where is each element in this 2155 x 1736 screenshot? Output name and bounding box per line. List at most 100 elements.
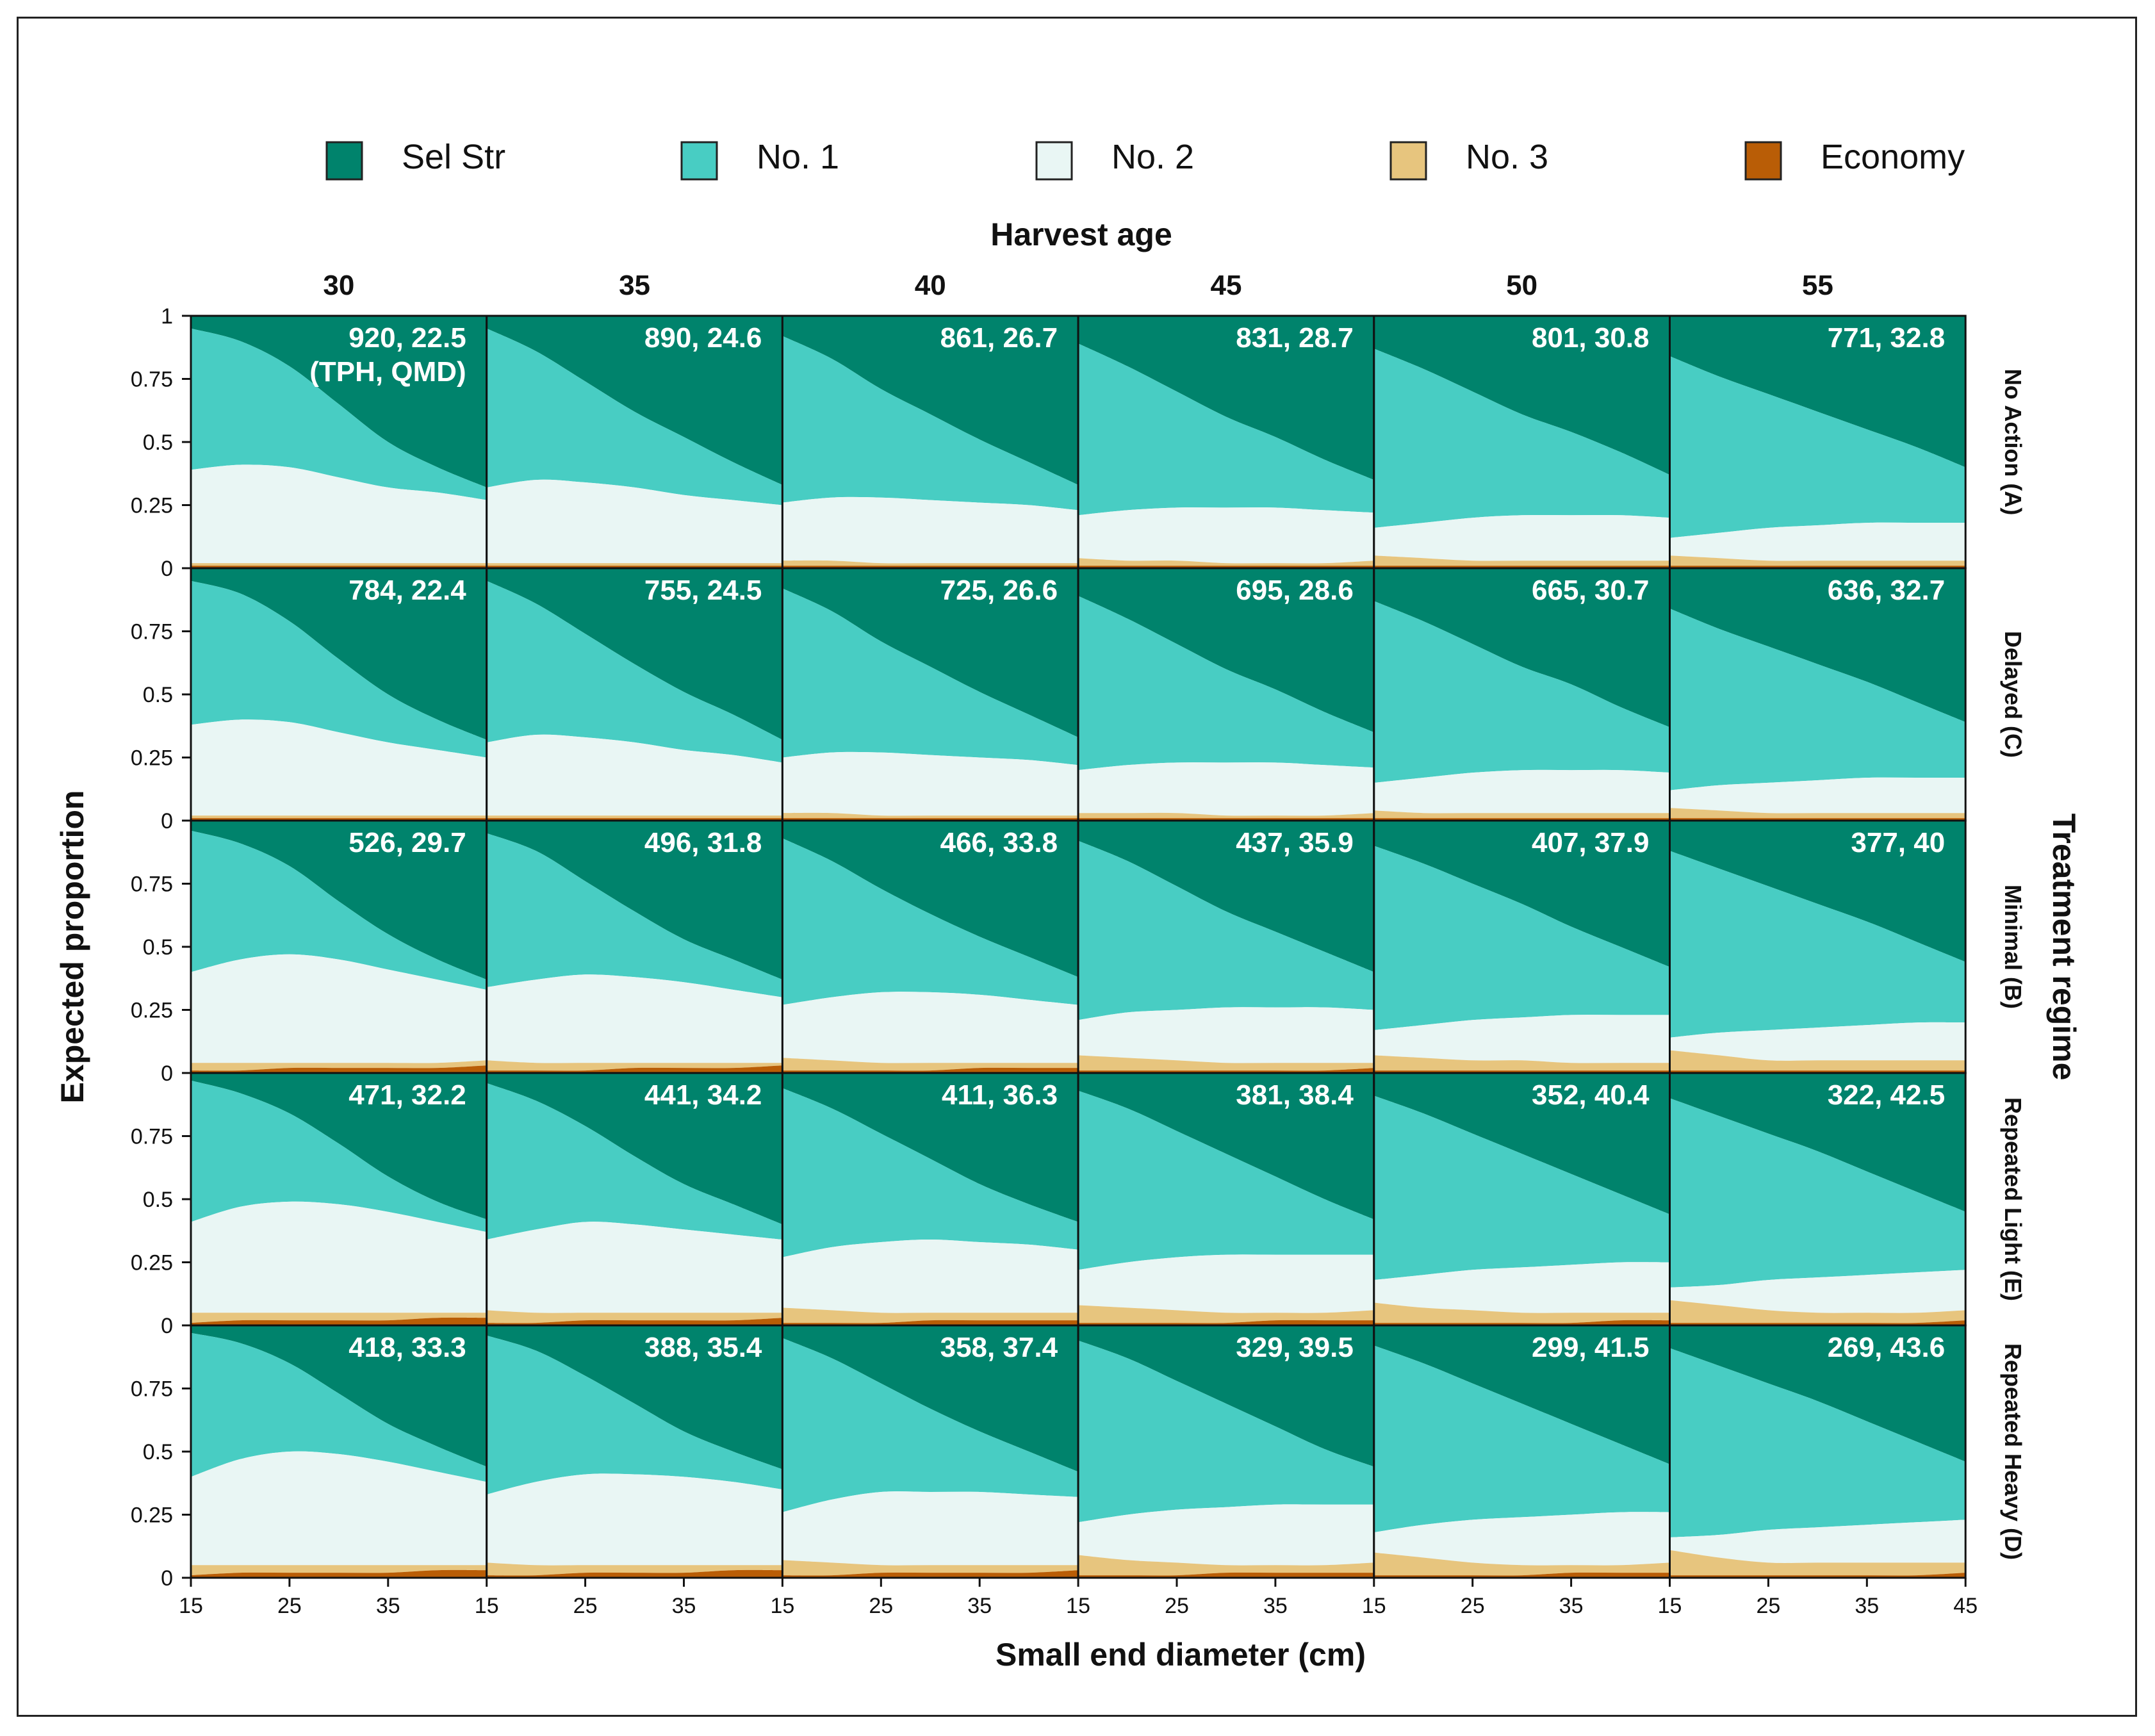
legend-item-no-3: No. 3 <box>1389 138 1548 181</box>
sel-str-area <box>1078 821 1374 972</box>
no2-area <box>1669 1022 1966 1061</box>
sel-str-area <box>191 1073 487 1220</box>
no1-area <box>191 830 487 990</box>
panel-annotation: 665, 30.7 <box>1532 575 1650 606</box>
panel-annotation: 695, 28.6 <box>1236 575 1354 606</box>
no1-area <box>1078 840 1374 1020</box>
legend-label: No. 3 <box>1466 138 1548 176</box>
panel-r3-c6: 377, 40 <box>1669 819 1967 1074</box>
no1-area <box>191 580 487 758</box>
no2-area <box>782 496 1079 564</box>
no2-area <box>486 479 783 564</box>
x-tick-label: 15 <box>179 1594 203 1618</box>
no3-area <box>1373 1302 1670 1323</box>
sel-str-area <box>191 821 487 980</box>
economy-area <box>782 1570 1079 1578</box>
row-label: Repeated Light (E) <box>2000 1097 2026 1301</box>
economy-area <box>191 1569 487 1578</box>
no2-area <box>191 719 487 816</box>
panel-annotation: 755, 24.5 <box>644 575 762 606</box>
panel-r3-c2: 496, 31.8 <box>486 819 783 1074</box>
panel-r4-c6: 322, 42.5 <box>1669 1072 1967 1327</box>
panel-annotation: 358, 37.4 <box>940 1332 1058 1363</box>
no2-area <box>1669 1270 1966 1313</box>
no2-area <box>1669 1519 1966 1563</box>
no1-area <box>486 1335 783 1494</box>
economy-area <box>1078 1320 1374 1325</box>
sel-str-area <box>1373 316 1670 475</box>
y-tick-label: 0.5 <box>143 1188 173 1212</box>
panel-r3-c3: 466, 33.8 <box>781 819 1079 1074</box>
no1-area <box>782 1338 1079 1512</box>
y-tick-label: 0.75 <box>131 368 173 392</box>
panels-grid: 920, 22.5(TPH, QMD) 890, 24.6 861, 26.7 831… <box>190 315 1967 1579</box>
x-tick-label: 25 <box>277 1594 302 1618</box>
sel-str-area <box>486 1073 783 1225</box>
sel-str-area <box>782 1325 1079 1472</box>
no1-area <box>486 580 783 763</box>
legend-swatch <box>680 141 718 181</box>
panel-annotation: 269, 43.6 <box>1828 1332 1946 1363</box>
panel-annotation: 418, 33.3 <box>348 1332 466 1363</box>
sel-str-area <box>1078 316 1374 480</box>
panel-r2-c4: 695, 28.6 <box>1077 567 1375 822</box>
sel-str-area <box>486 568 783 740</box>
economy-area <box>1078 1572 1374 1578</box>
panel-annotation: 441, 34.2 <box>644 1079 762 1111</box>
no1-area <box>1373 348 1670 528</box>
no2-area <box>486 1473 783 1566</box>
sel-str-area <box>1669 568 1966 723</box>
y-tick-label: 0 <box>161 557 173 581</box>
x-tick-label: 35 <box>1559 1594 1584 1618</box>
sel-str-area <box>1078 1325 1374 1467</box>
no2-area <box>1373 1512 1670 1566</box>
economy-area <box>782 1067 1079 1073</box>
panel-annotation: 388, 35.4 <box>644 1332 762 1363</box>
no2-area <box>1078 1254 1374 1313</box>
legend-item-no-1: No. 1 <box>680 138 839 181</box>
y-tick-label: 1 <box>161 304 173 329</box>
no2-area <box>1373 1262 1670 1313</box>
y-axis-ticks: 0 0.25 0.5 0.75 1 0 0.25 0.5 0.75 0 0.25 0.5 0.75 0 0.… <box>131 304 191 1591</box>
no1-area <box>1669 609 1966 790</box>
sel-str-area <box>191 316 487 487</box>
panel-r1-c5: 801, 30.8 <box>1373 315 1671 569</box>
no2-area <box>782 751 1079 816</box>
sel-str-area <box>191 1325 487 1467</box>
economy-area <box>1373 1320 1670 1325</box>
economy-area <box>191 1317 487 1325</box>
panel-annotation: 725, 26.6 <box>940 575 1058 606</box>
sel-str-area <box>486 316 783 485</box>
sel-str-area <box>782 1073 1079 1222</box>
no2-area <box>1669 522 1966 561</box>
panel-annotation: 801, 30.8 <box>1532 322 1650 354</box>
no3-area <box>1078 1055 1374 1071</box>
legend-label: No. 2 <box>1111 138 1194 176</box>
panel-annotation: 411, 36.3 <box>942 1079 1058 1111</box>
no3-area <box>486 815 783 819</box>
legend-swatch <box>325 141 363 181</box>
no3-area <box>191 815 487 819</box>
no3-area <box>1078 558 1374 566</box>
sel-str-area <box>486 821 783 980</box>
no3-area <box>1669 1050 1966 1071</box>
panel-border <box>1669 1324 1967 1579</box>
no1-area <box>191 1332 487 1482</box>
column-label-45: 45 <box>1210 270 1241 301</box>
legend-swatch <box>1389 141 1427 181</box>
top-axis-title: Harvest age <box>990 217 1172 252</box>
no3-area <box>486 1562 783 1576</box>
legend-label: No. 1 <box>757 138 839 176</box>
x-tick-label: 15 <box>1066 1594 1090 1618</box>
sel-str-area <box>1078 568 1374 733</box>
no3-area <box>1669 1550 1966 1576</box>
sel-str-area <box>782 316 1079 485</box>
panel-annotation: 407, 37.9 <box>1532 827 1650 858</box>
no3-area <box>191 1313 487 1323</box>
panel-r5-c1: 418, 33.3 <box>190 1324 488 1579</box>
economy-area <box>1669 1573 1966 1578</box>
y-tick-label: 0.25 <box>131 1503 173 1528</box>
no2-area <box>1078 762 1374 816</box>
no1-area <box>486 833 783 997</box>
panel-annotation: 890, 24.6 <box>644 322 762 354</box>
